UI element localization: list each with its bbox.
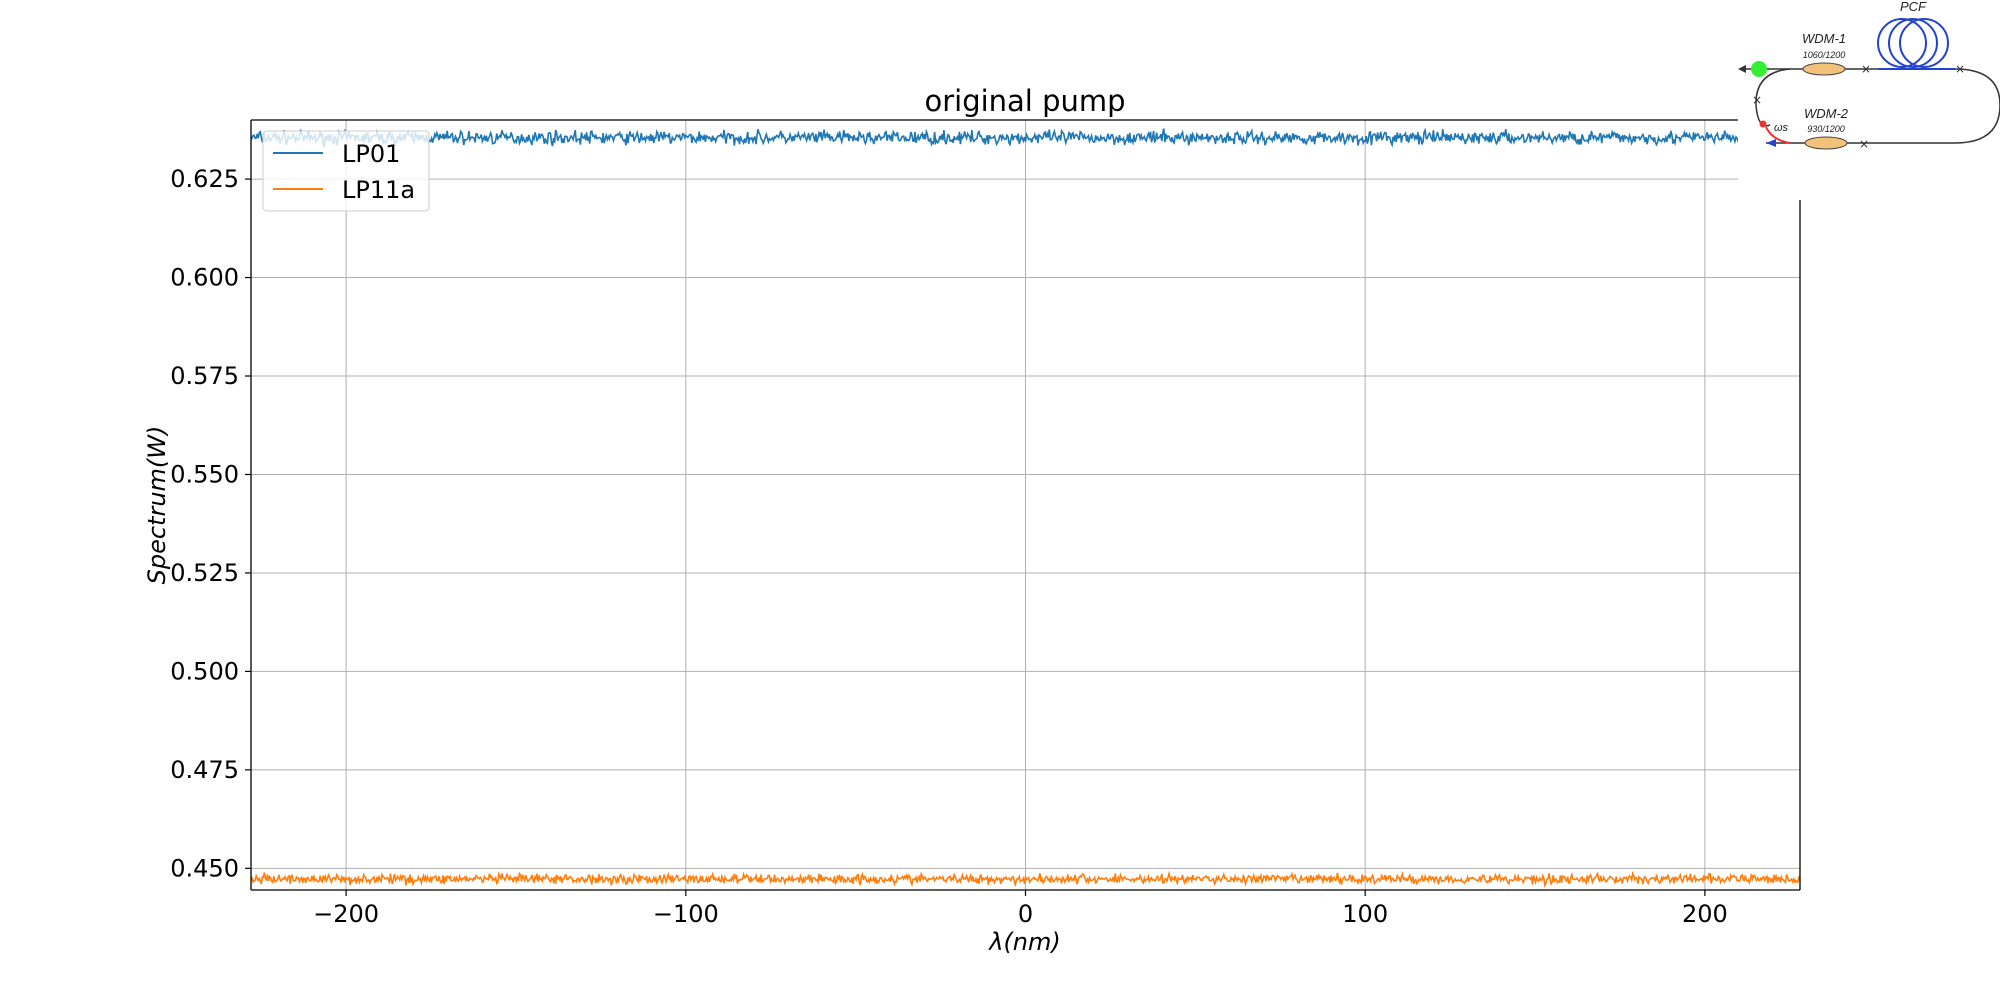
inset-splice-icon: × bbox=[1859, 137, 1869, 151]
inset-wdm2-spec: 930/1200 bbox=[1807, 124, 1845, 134]
legend-label-lp01: LP01 bbox=[342, 140, 400, 168]
inset-red-arc bbox=[1765, 126, 1791, 144]
inset-splice-icon: × bbox=[1861, 62, 1871, 76]
inset-wdm1-spec: 1060/1200 bbox=[1803, 50, 1846, 60]
inset-omega-label: ωs bbox=[1774, 122, 1789, 134]
inset-wdm2-label: WDM-2 bbox=[1804, 106, 1849, 121]
y-tick-label: 0.500 bbox=[170, 657, 239, 685]
inset-red-dot-icon bbox=[1759, 120, 1767, 128]
x-axis-label: λ(nm) bbox=[987, 928, 1061, 956]
inset-background bbox=[1738, 0, 2000, 200]
inset-right-loop bbox=[1954, 68, 2000, 144]
x-tick-label: 0 bbox=[1018, 900, 1033, 928]
grid bbox=[251, 120, 1800, 890]
inset-pcf-label: PCF bbox=[1900, 0, 1927, 14]
x-tick-label: 100 bbox=[1342, 900, 1388, 928]
ticks: −200 −100 0 100 200 0.450 0.475 0.500 0.525 0.550… bbox=[170, 165, 1728, 928]
y-tick-label: 0.525 bbox=[170, 559, 239, 587]
inset-pcf-coil bbox=[1888, 18, 1938, 68]
axes bbox=[250, 119, 1801, 891]
inset-green-dot-icon bbox=[1751, 61, 1767, 77]
x-tick-label: 200 bbox=[1682, 900, 1728, 928]
x-tick-label: −100 bbox=[653, 900, 719, 928]
inset-pcf-coil bbox=[1877, 18, 1927, 68]
fiber-setup-inset: WDM-1 1060/1200 PCF × × × × WDM-2 930/12… bbox=[1738, 0, 2000, 200]
legend: LP01 LP11a bbox=[262, 130, 430, 212]
y-tick-label: 0.550 bbox=[170, 460, 239, 488]
inset-splice-icon: × bbox=[1752, 93, 1762, 107]
x-tick-label: −200 bbox=[313, 900, 379, 928]
inset-blue-arrow-icon bbox=[1766, 139, 1776, 147]
y-tick-label: 0.575 bbox=[170, 362, 239, 390]
inset-left-arrow-icon bbox=[1738, 65, 1746, 73]
y-tick-label: 0.625 bbox=[170, 165, 239, 193]
series-line-lp11a bbox=[251, 870, 1800, 889]
series-line-lp01 bbox=[251, 127, 1800, 148]
inset-wdm2-coupler bbox=[1804, 136, 1848, 150]
y-tick-label: 0.475 bbox=[170, 756, 239, 784]
legend-box bbox=[262, 130, 430, 212]
y-tick-label: 0.450 bbox=[170, 854, 239, 882]
y-tick-label: 0.600 bbox=[170, 264, 239, 292]
series-layer bbox=[251, 127, 1800, 889]
legend-label-lp11a: LP11a bbox=[342, 176, 415, 204]
y-axis-label: Spectrum(W) bbox=[143, 426, 171, 585]
inset-wdm1-coupler bbox=[1802, 62, 1846, 76]
inset-pcf-coil bbox=[1899, 18, 1949, 68]
inset-wdm1-label: WDM-1 bbox=[1802, 31, 1846, 46]
chart-title: original pump bbox=[924, 84, 1125, 118]
